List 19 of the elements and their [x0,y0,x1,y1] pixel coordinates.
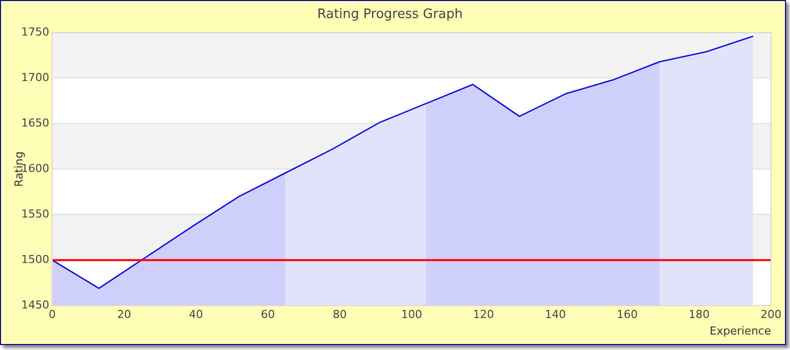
y-tick-label: 1750 [21,25,50,38]
y-tick-label: 1450 [21,298,50,312]
x-tick-label: 0 [48,308,56,322]
y-tick-label: 1700 [21,70,50,84]
x-tick-label: 200 [760,308,782,322]
x-tick-label: 40 [188,308,203,322]
y-tick-label: 1650 [21,116,50,130]
x-tick-label: 60 [260,308,275,322]
x-axis-title: Experience [710,324,772,338]
x-tick-label: 180 [688,308,710,322]
x-tick-label: 100 [401,308,422,322]
y-tick-label: 1550 [21,207,50,220]
chart-title: Rating Progress Graph [317,7,463,22]
x-tick-label: 80 [332,308,347,322]
x-tick-label: 20 [117,308,132,322]
x-tick-label: 120 [472,308,494,322]
x-tick-label: 160 [616,308,638,322]
x-tick-label: 140 [544,308,566,322]
y-tick-label: 1500 [21,252,50,266]
